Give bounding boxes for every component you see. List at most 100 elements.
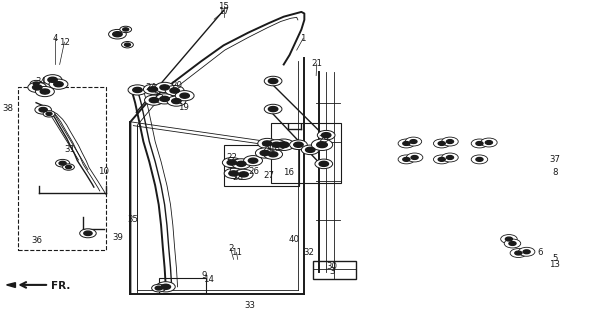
Text: 15: 15 xyxy=(218,2,229,11)
Text: 17: 17 xyxy=(218,7,229,16)
Circle shape xyxy=(133,87,142,92)
Text: 16: 16 xyxy=(283,168,294,177)
Circle shape xyxy=(272,142,281,147)
Circle shape xyxy=(403,141,410,145)
Text: 27: 27 xyxy=(264,171,274,180)
Circle shape xyxy=(301,145,319,155)
Circle shape xyxy=(471,155,488,164)
Circle shape xyxy=(306,147,315,152)
Circle shape xyxy=(403,157,410,161)
Text: 14: 14 xyxy=(203,275,214,284)
Text: 4: 4 xyxy=(52,34,58,43)
Circle shape xyxy=(125,43,131,46)
Circle shape xyxy=(446,140,453,143)
Text: 38: 38 xyxy=(2,104,13,113)
Circle shape xyxy=(317,131,335,140)
Circle shape xyxy=(504,239,521,248)
Circle shape xyxy=(128,85,147,95)
Circle shape xyxy=(224,168,243,179)
Text: 22: 22 xyxy=(226,153,238,162)
Bar xyxy=(313,261,356,278)
Circle shape xyxy=(59,161,66,165)
Circle shape xyxy=(123,28,129,31)
Circle shape xyxy=(476,141,483,145)
Text: 36: 36 xyxy=(32,236,43,245)
Circle shape xyxy=(262,141,272,146)
Text: 3: 3 xyxy=(329,267,335,276)
Text: 21: 21 xyxy=(311,59,322,68)
Circle shape xyxy=(120,26,132,33)
Text: 40: 40 xyxy=(289,235,300,244)
Circle shape xyxy=(33,82,39,85)
Circle shape xyxy=(35,86,54,97)
Circle shape xyxy=(148,87,158,92)
Circle shape xyxy=(229,171,238,176)
Circle shape xyxy=(243,156,262,166)
Text: 8: 8 xyxy=(552,168,558,177)
Circle shape xyxy=(227,160,236,165)
Text: 35: 35 xyxy=(128,215,139,224)
Circle shape xyxy=(150,98,159,103)
Circle shape xyxy=(39,108,47,112)
Circle shape xyxy=(441,137,458,146)
Circle shape xyxy=(66,165,72,169)
Circle shape xyxy=(471,139,488,148)
Circle shape xyxy=(175,91,194,101)
Circle shape xyxy=(407,153,423,162)
Circle shape xyxy=(30,80,42,87)
Circle shape xyxy=(248,158,258,163)
Text: 39: 39 xyxy=(112,233,123,242)
Circle shape xyxy=(160,96,170,101)
Circle shape xyxy=(501,235,517,244)
Circle shape xyxy=(152,284,166,292)
Circle shape xyxy=(255,148,274,158)
Circle shape xyxy=(46,112,52,116)
Circle shape xyxy=(144,84,163,94)
Circle shape xyxy=(505,237,512,241)
Circle shape xyxy=(433,139,450,148)
Circle shape xyxy=(311,139,333,150)
Circle shape xyxy=(33,85,42,90)
Circle shape xyxy=(167,96,186,106)
Circle shape xyxy=(258,138,277,148)
Circle shape xyxy=(54,82,63,87)
Circle shape xyxy=(405,137,421,146)
Text: 28: 28 xyxy=(232,173,243,182)
Bar xyxy=(159,278,206,293)
Circle shape xyxy=(438,141,445,145)
Text: 30: 30 xyxy=(327,262,337,271)
Circle shape xyxy=(222,157,241,168)
Circle shape xyxy=(170,88,179,93)
Circle shape xyxy=(145,95,164,105)
Circle shape xyxy=(165,85,184,96)
Text: 2: 2 xyxy=(228,244,233,253)
Text: FR.: FR. xyxy=(51,281,70,291)
Bar xyxy=(223,145,299,186)
Circle shape xyxy=(155,94,174,104)
Circle shape xyxy=(43,75,62,85)
Circle shape xyxy=(109,29,126,39)
Circle shape xyxy=(268,78,278,84)
Circle shape xyxy=(290,140,307,149)
Polygon shape xyxy=(7,283,15,287)
Circle shape xyxy=(267,140,286,150)
Circle shape xyxy=(268,152,278,157)
Text: 7: 7 xyxy=(227,167,232,176)
Circle shape xyxy=(518,247,535,256)
Text: 29: 29 xyxy=(319,135,329,144)
Circle shape xyxy=(268,107,278,112)
Text: 26: 26 xyxy=(249,167,259,176)
Circle shape xyxy=(80,229,96,238)
Circle shape xyxy=(49,79,68,89)
Text: 32: 32 xyxy=(303,248,314,257)
Circle shape xyxy=(264,149,282,159)
Circle shape xyxy=(264,76,282,86)
Text: 5: 5 xyxy=(552,254,558,263)
Circle shape xyxy=(410,140,417,143)
Circle shape xyxy=(398,139,415,148)
Circle shape xyxy=(180,93,189,98)
Circle shape xyxy=(319,161,329,166)
Circle shape xyxy=(28,82,47,92)
Text: 11: 11 xyxy=(231,248,242,257)
Circle shape xyxy=(239,172,248,177)
